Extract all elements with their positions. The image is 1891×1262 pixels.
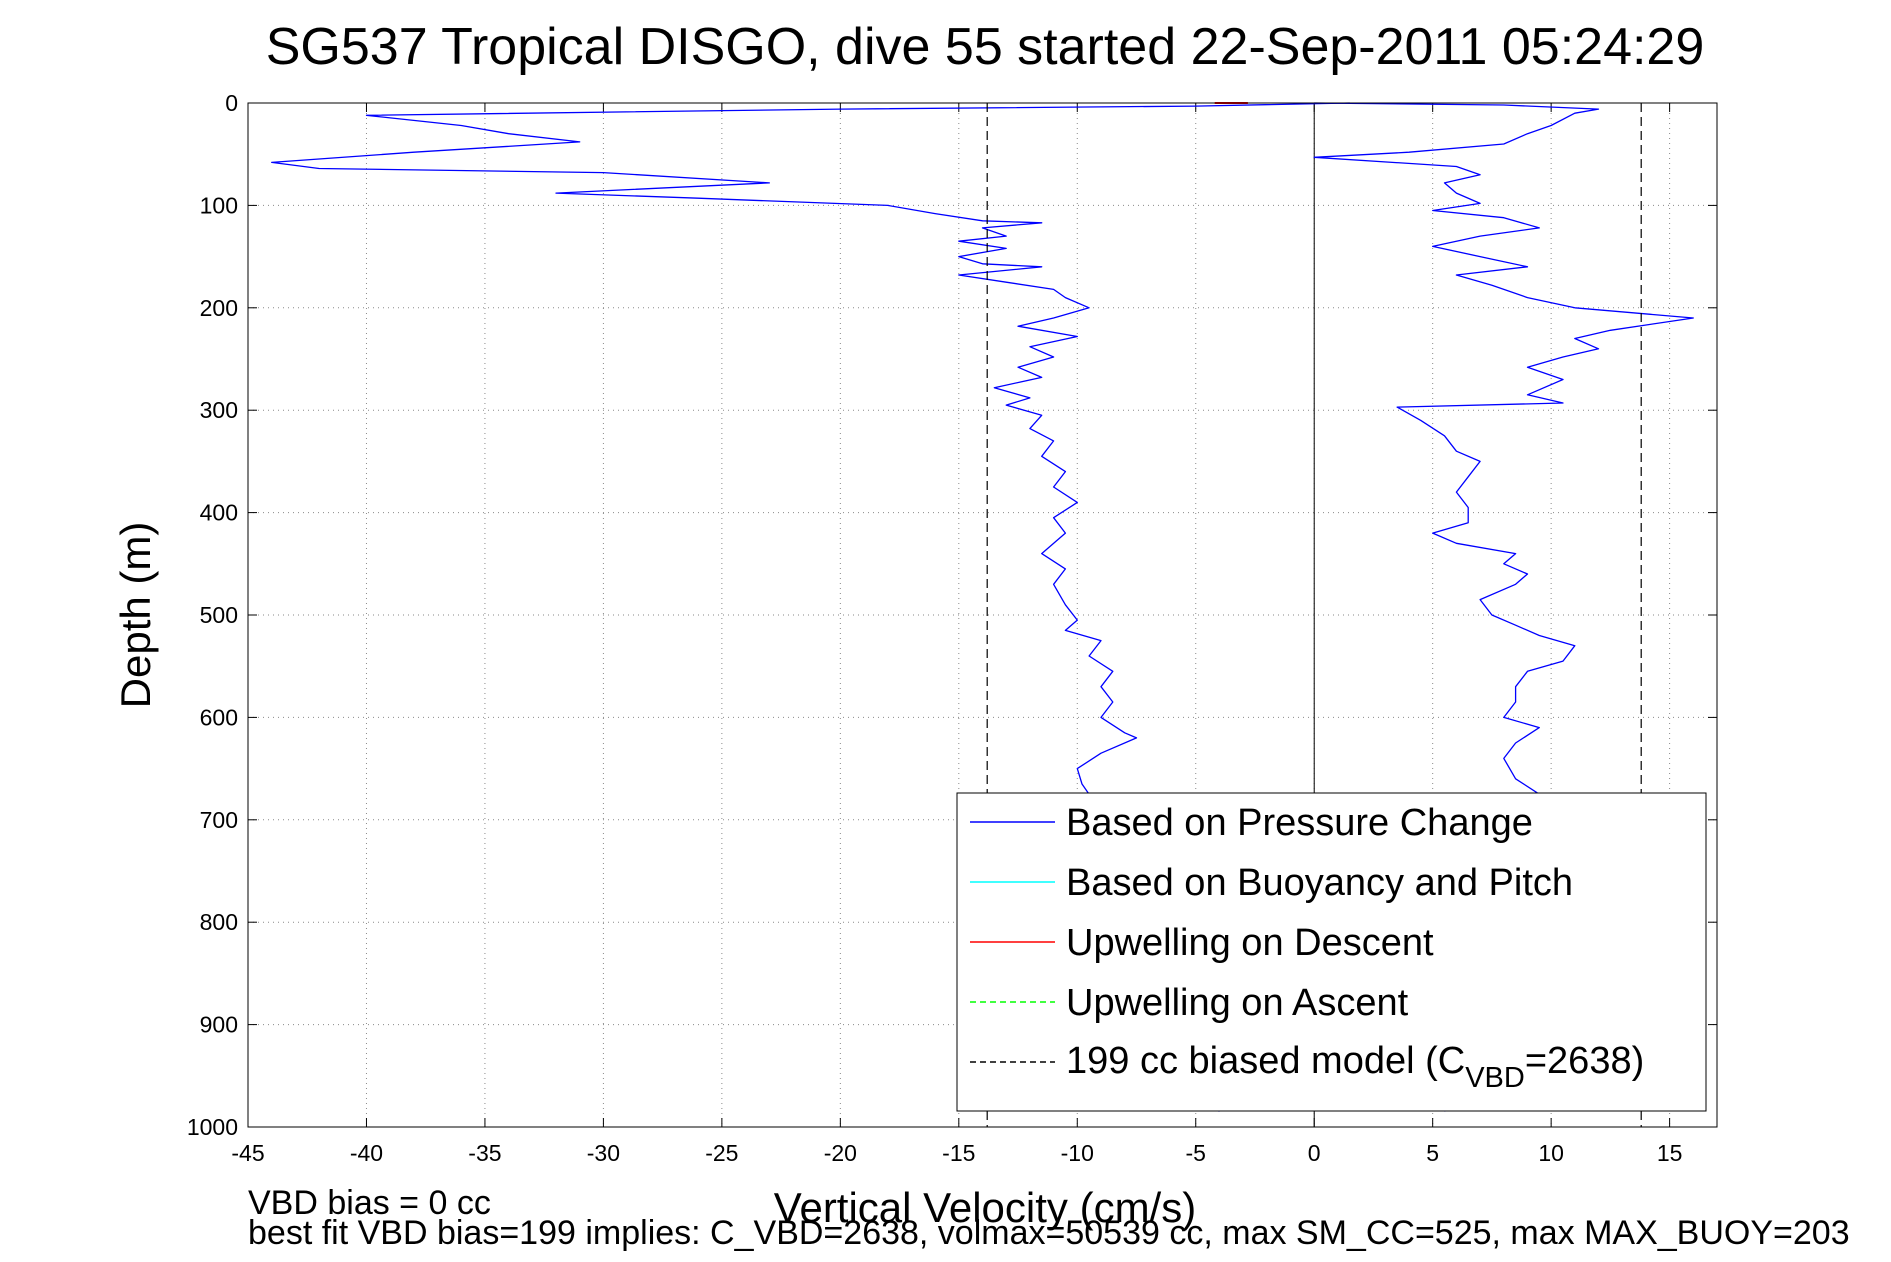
x-tick-label: -10 — [1061, 1140, 1094, 1166]
legend-label-upwelling-descent: Upwelling on Descent — [1066, 922, 1434, 964]
x-tick-label: -15 — [942, 1140, 975, 1166]
legend-label-biased-end: =2638) — [1525, 1040, 1644, 1082]
x-tick-label: -5 — [1186, 1140, 1206, 1166]
x-tick-label: 0 — [1308, 1140, 1321, 1166]
legend-label-biased-main: 199 cc biased model (C — [1066, 1040, 1465, 1082]
series-line-1 — [1313, 102, 1694, 1112]
x-tick-label: -30 — [587, 1140, 620, 1166]
y-tick-label: 0 — [225, 90, 238, 116]
y-tick-label: 100 — [200, 192, 238, 218]
x-axis: -45 -40 -35 -30 -25 -20 -15 -10 -5 0 5 10 15 — [231, 103, 1682, 1166]
y-tick-label: 800 — [200, 909, 238, 935]
y-tick-label: 300 — [200, 397, 238, 423]
legend-box — [956, 792, 1707, 1112]
legend-label-pressure: Based on Pressure Change — [1066, 802, 1533, 844]
legend: Based on Pressure Change Based on Buoyan… — [956, 792, 1707, 1112]
legend-label-upwelling-ascent: Upwelling on Ascent — [1066, 982, 1409, 1024]
footer-vbd-bias: VBD bias = 0 cc — [248, 1184, 491, 1222]
x-axis-label: Vertical Velocity (cm/s) — [774, 1184, 1196, 1231]
y-axis: 0 100 200 300 400 500 600 700 800 900 1000 — [187, 90, 1717, 1140]
series-line-0 — [271, 102, 1350, 1112]
y-tick-label: 700 — [200, 807, 238, 833]
plot-frame — [247, 102, 1718, 1128]
x-tick-label: -35 — [468, 1140, 501, 1166]
x-tick-label: -20 — [824, 1140, 857, 1166]
x-tick-label: -40 — [350, 1140, 383, 1166]
x-tick-label: 10 — [1538, 1140, 1564, 1166]
x-tick-label: 5 — [1426, 1140, 1439, 1166]
legend-label-buoyancy: Based on Buoyancy and Pitch — [1066, 862, 1573, 904]
y-tick-label: 900 — [200, 1012, 238, 1038]
legend-label-biased-model: 199 cc biased model (CVBD=2638) — [1066, 1040, 1644, 1094]
x-tick-label: -25 — [705, 1140, 738, 1166]
legend-label-biased-sub: VBD — [1465, 1062, 1525, 1094]
y-tick-label: 200 — [200, 295, 238, 321]
footer-best-fit: best fit VBD bias=199 implies: C_VBD=263… — [248, 1214, 1850, 1252]
x-tick-label: 15 — [1657, 1140, 1683, 1166]
y-tick-label: 600 — [200, 704, 238, 730]
x-tick-label: -45 — [231, 1140, 264, 1166]
y-axis-label: Depth (m) — [112, 522, 159, 709]
y-tick-label: 400 — [200, 500, 238, 526]
y-tick-label: 500 — [200, 602, 238, 628]
y-tick-label: 1000 — [187, 1114, 238, 1140]
chart-title: SG537 Tropical DISGO, dive 55 started 22… — [266, 18, 1705, 76]
